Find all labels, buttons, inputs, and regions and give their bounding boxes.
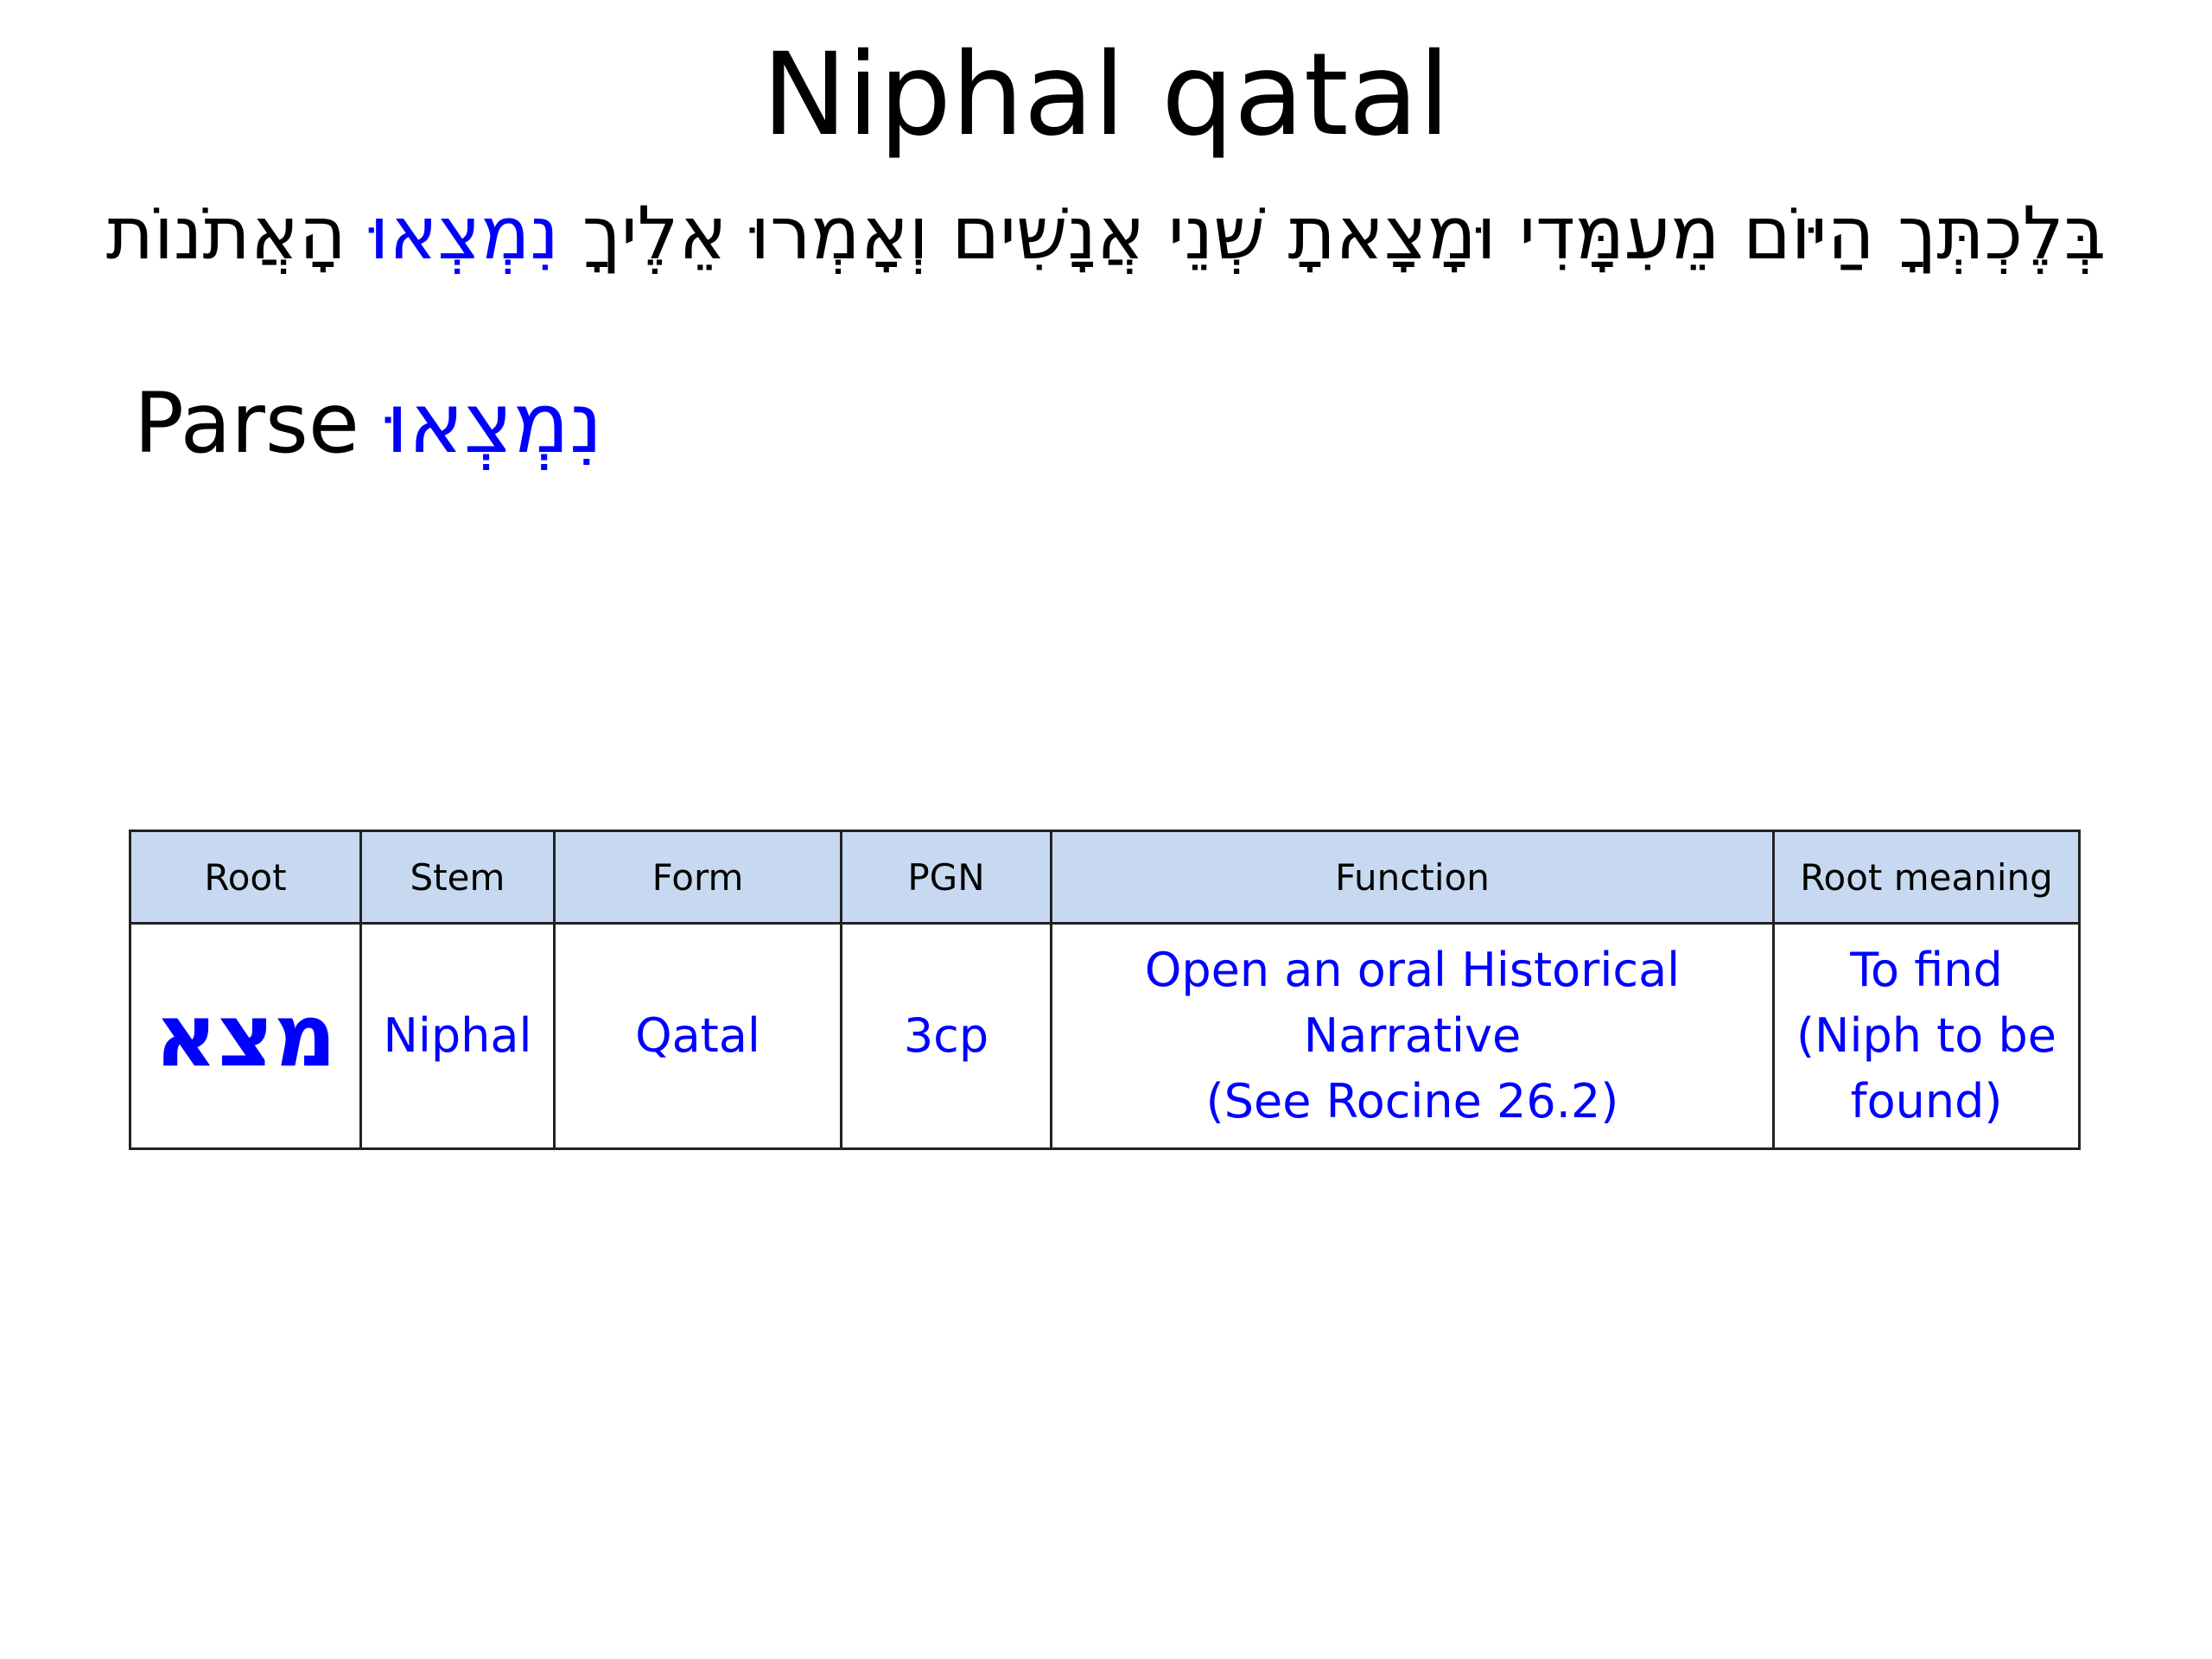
meaning-line: (Niph to be: [1796, 1008, 2056, 1063]
verse-text-after: הָאֲתֹנוֹת: [105, 191, 346, 276]
header-root-meaning: Root meaning: [1772, 830, 2081, 925]
hebrew-verse: בְּלֶכְתְּךָ הַיּוֹם מֵעִמָּדִי וּמָצָאת…: [26, 186, 2186, 281]
cell-stem: Niphal: [359, 922, 556, 1150]
function-line: Open an oral Historical: [1144, 943, 1681, 997]
function-line: (See Rocine 26.2): [1205, 1074, 1619, 1128]
parse-word: נִמְצְאוּ: [385, 375, 603, 472]
meaning-line: To find: [1850, 943, 2003, 997]
header-stem: Stem: [359, 830, 556, 925]
cell-root-meaning: To find (Niph to be found): [1772, 922, 2081, 1150]
parse-label: Parse: [134, 375, 359, 472]
verse-highlight-word: נִמְצְאוּ: [369, 191, 560, 276]
cell-form: Qatal: [553, 922, 842, 1150]
parsing-table: Root Stem Form PGN Function Root meaning…: [129, 830, 2081, 1150]
slide-title: Niphal qatal: [761, 29, 1451, 162]
header-pgn: PGN: [840, 830, 1052, 925]
meaning-line: found): [1850, 1074, 2003, 1128]
parse-prompt: Parse נִמְצְאוּ: [134, 372, 602, 475]
header-form: Form: [553, 830, 842, 925]
function-line: Narrative: [1303, 1008, 1522, 1063]
verse-text-before: בְּלֶכְתְּךָ הַיּוֹם מֵעִמָּדִי וּמָצָאת…: [582, 191, 2107, 276]
cell-root: מצא: [129, 922, 362, 1150]
cell-pgn: 3cp: [840, 922, 1052, 1150]
header-root: Root: [129, 830, 362, 925]
cell-function: Open an oral Historical Narrative (See R…: [1050, 922, 1775, 1150]
table-header-row: Root Stem Form PGN Function Root meaning: [129, 830, 2081, 925]
table-row: מצא Niphal Qatal 3cp Open an oral Histor…: [129, 922, 2081, 1150]
header-function: Function: [1050, 830, 1775, 925]
